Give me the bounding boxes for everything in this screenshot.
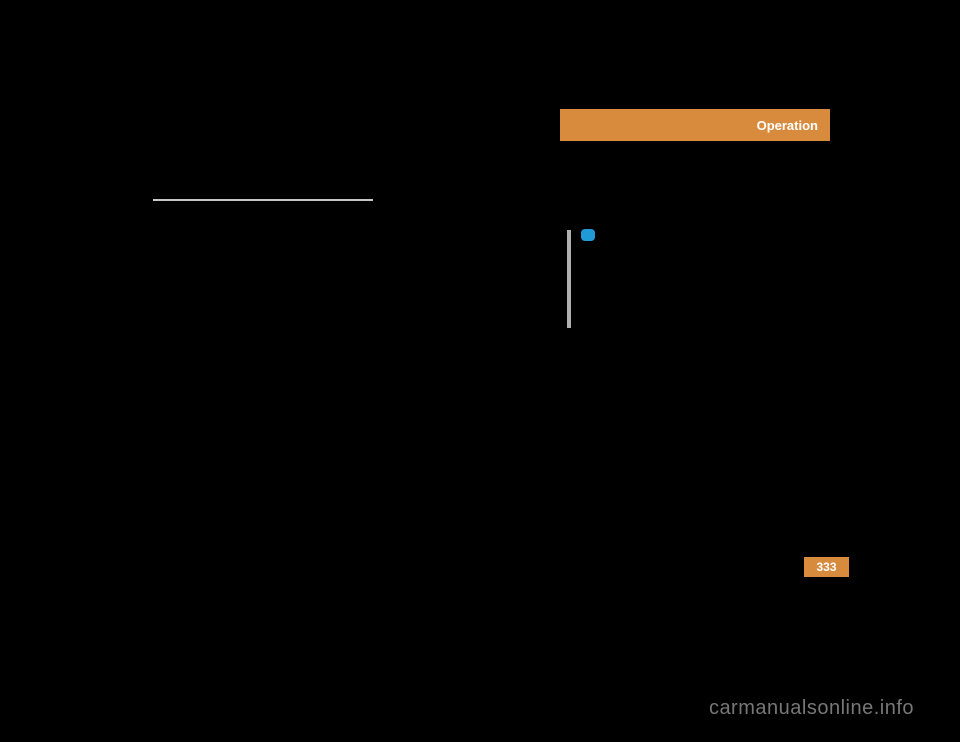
section-header-title: Operation [757, 118, 818, 133]
page-number-box: 333 [804, 557, 849, 577]
page-number: 333 [816, 560, 836, 574]
divider-line [153, 199, 373, 201]
note-info-icon [581, 229, 595, 241]
note-sidebar-rule [567, 230, 571, 328]
page-container: Operation 333 carmanualsonline.info [0, 0, 960, 742]
watermark-text: carmanualsonline.info [709, 697, 914, 720]
section-header-bar: Operation [560, 109, 830, 141]
